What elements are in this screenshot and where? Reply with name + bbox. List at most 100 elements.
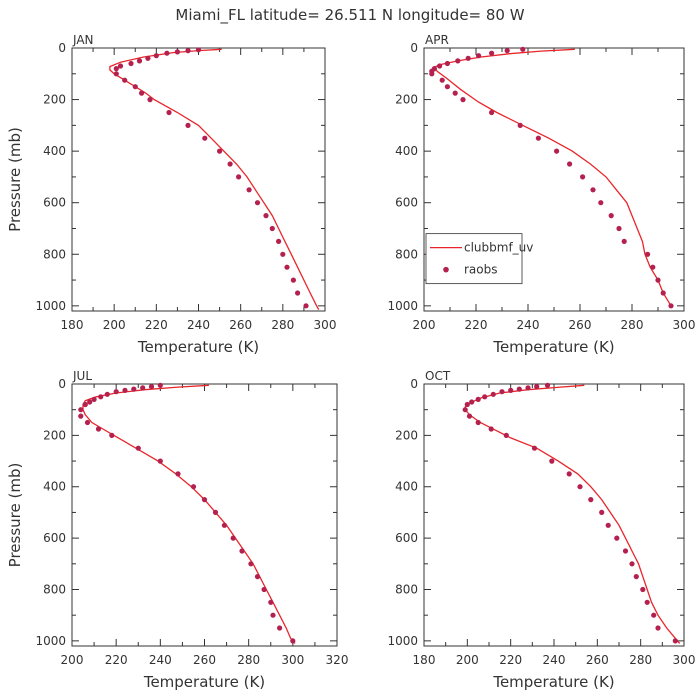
y-tick-label: 1000: [35, 634, 66, 648]
raobs-point: [268, 599, 274, 605]
raobs-point: [78, 407, 84, 413]
y-tick-label: 0: [410, 41, 418, 55]
raobs-point: [429, 71, 435, 77]
x-tick-label: 260: [193, 653, 216, 667]
raobs-point: [270, 612, 276, 618]
y-tick-label: 800: [43, 247, 66, 261]
y-tick-label: 800: [395, 582, 418, 596]
raobs-point: [87, 399, 93, 405]
raobs-point: [469, 399, 475, 405]
legend-dot-swatch: [443, 266, 449, 273]
raobs-point: [464, 401, 470, 408]
raobs-point: [549, 458, 555, 464]
raobs-point: [475, 419, 481, 426]
y-tick-label: 600: [395, 531, 418, 545]
raobs-point: [608, 213, 614, 219]
raobs-point: [122, 387, 128, 393]
panel-label: JAN: [72, 33, 94, 47]
raobs-point: [202, 135, 208, 141]
x-tick-label: 300: [314, 318, 337, 332]
panel-label: OCT: [425, 369, 451, 383]
model-profile-line: [433, 48, 672, 307]
x-tick-label: 280: [237, 653, 260, 667]
raobs-point: [140, 385, 146, 391]
raobs-point: [489, 50, 495, 56]
raobs-point: [465, 55, 471, 61]
raobs-point: [499, 389, 505, 395]
raobs-point: [476, 53, 482, 59]
x-tick-label: 300: [281, 653, 304, 667]
raobs-point: [153, 53, 159, 59]
raobs-point: [269, 225, 275, 232]
raobs-point: [84, 419, 91, 426]
raobs-point: [190, 484, 197, 490]
y-tick-label: 600: [395, 196, 418, 210]
panel-label: JUL: [72, 369, 92, 383]
raobs-point: [577, 484, 583, 490]
plot-frame: [423, 383, 685, 647]
raobs-point: [460, 97, 466, 103]
raobs-point: [616, 225, 622, 232]
raobs-point: [303, 303, 309, 309]
raobs-point: [113, 389, 119, 395]
raobs-point: [201, 497, 208, 503]
y-tick-label: 600: [43, 531, 66, 545]
raobs-point: [132, 84, 138, 90]
raobs-point: [633, 574, 639, 580]
legend-box: [425, 233, 523, 285]
raobs-point: [535, 135, 542, 141]
x-tick-label: 220: [465, 318, 488, 332]
raobs-point: [629, 561, 635, 567]
raobs-point: [175, 471, 181, 477]
raobs-point: [212, 509, 219, 515]
raobs-point: [157, 382, 163, 388]
raobs-point: [544, 382, 551, 388]
raobs-point: [109, 432, 115, 438]
x-tick-label: 260: [586, 653, 609, 667]
y-tick-label: 1000: [387, 634, 418, 648]
raobs-point: [650, 264, 656, 270]
x-tick-label: 240: [187, 318, 210, 332]
figure-title: Miami_FL latitude= 26.511 N longitude= 8…: [175, 6, 524, 25]
y-tick-label: 200: [43, 93, 66, 107]
y-tick-label: 1000: [387, 299, 418, 313]
raobs-point: [82, 401, 88, 408]
raobs-point: [248, 561, 254, 567]
raobs-point: [504, 48, 510, 54]
raobs-point: [668, 303, 674, 309]
raobs-point: [98, 394, 104, 400]
raobs-point: [462, 407, 468, 413]
x-tick-label: 280: [271, 318, 294, 332]
y-tick-label: 0: [410, 377, 418, 391]
raobs-point: [444, 60, 450, 67]
raobs-point: [166, 109, 172, 116]
raobs-point: [605, 522, 611, 528]
raobs-point: [567, 161, 573, 167]
x-tick-label: 300: [673, 318, 696, 332]
raobs-point: [261, 586, 267, 593]
x-tick-label: 220: [145, 318, 168, 332]
y-tick-label: 200: [395, 93, 418, 107]
raobs-point: [290, 277, 296, 283]
raobs-point: [122, 77, 128, 83]
raobs-point: [113, 66, 119, 72]
raobs-point: [489, 109, 495, 116]
raobs-point: [104, 391, 110, 397]
raobs-point: [614, 535, 620, 541]
raobs-point: [598, 200, 604, 206]
y-tick-label: 200: [43, 428, 66, 442]
x-tick-label: 240: [517, 318, 540, 332]
raobs-point: [621, 238, 627, 244]
raobs-point: [117, 63, 124, 69]
x-tick-label: 200: [103, 318, 126, 332]
raobs-point: [221, 522, 227, 528]
raobs-point: [517, 122, 523, 128]
raobs-point: [254, 574, 261, 580]
x-tick-label: 280: [621, 318, 644, 332]
raobs-point: [95, 426, 102, 432]
raobs-point: [490, 391, 496, 397]
raobs-point: [439, 77, 445, 83]
x-tick-label: 300: [673, 653, 696, 667]
x-tick-label: 180: [61, 318, 84, 332]
